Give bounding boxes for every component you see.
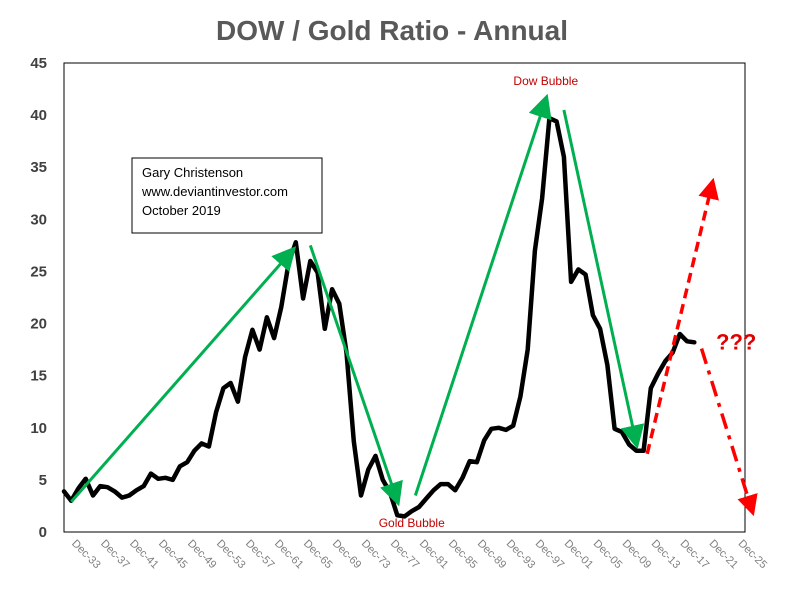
x-tick-label: Dec-25 [736, 538, 770, 572]
series-layer [61, 115, 697, 519]
forecast-arrow [645, 177, 719, 455]
x-tick-label: Dec-37 [98, 538, 132, 572]
x-tick-label: Dec-85 [446, 538, 480, 572]
x-tick-label: Dec-61 [272, 538, 306, 572]
y-tick-label: 5 [39, 472, 47, 489]
annotation-layer: Dow Bubble Gold Bubble??? [379, 74, 757, 530]
forecast-arrow [699, 348, 758, 517]
annotation-label: Dow Bubble [513, 74, 578, 88]
y-tick-label: 0 [39, 524, 47, 541]
info-box-website: www.deviantinvestor.com [141, 184, 288, 199]
chart-title: DOW / Gold Ratio - Annual [216, 15, 568, 46]
y-tick-label: 45 [30, 55, 47, 72]
trend-arrow [70, 246, 297, 503]
question-marks-label: ??? [716, 330, 756, 355]
y-tick-label: 15 [30, 368, 47, 385]
x-tick-label: Dec-13 [649, 538, 683, 572]
y-tick-label: 35 [30, 159, 47, 176]
arrow-layer [70, 93, 758, 517]
x-tick-label: Dec-09 [620, 538, 654, 572]
x-tick-label: Dec-89 [475, 538, 509, 572]
x-tick-label: Dec-05 [591, 538, 625, 572]
x-tick-label: Dec-21 [707, 538, 741, 572]
trend-arrow [308, 244, 403, 507]
plot-area-border [63, 62, 746, 533]
x-tick-label: Dec-97 [533, 538, 567, 572]
y-tick-label: 25 [30, 263, 47, 280]
x-tick-label: Dec-65 [301, 538, 335, 572]
y-axis-ticks: 0 5 10 15 20 25 30 35 40 45 [30, 55, 47, 541]
x-tick-label: Dec-49 [185, 538, 219, 572]
x-tick-label: Dec-81 [417, 538, 451, 572]
series-line [61, 115, 697, 519]
info-box-author: Gary Christenson [142, 165, 243, 180]
x-tick-label: Dec-33 [69, 538, 103, 572]
trend-arrow [413, 93, 552, 496]
x-tick-label: Dec-73 [359, 538, 393, 572]
y-tick-label: 10 [30, 420, 47, 437]
x-tick-label: Dec-53 [214, 538, 248, 572]
annotation-label: Gold Bubble [379, 516, 445, 530]
x-tick-label: Dec-41 [127, 538, 161, 572]
x-tick-label: Dec-45 [156, 538, 190, 572]
info-box: Gary Christenson www.deviantinvestor.com… [131, 157, 323, 234]
info-box-frame [131, 157, 323, 234]
y-tick-label: 20 [30, 316, 47, 333]
x-tick-label: Dec-01 [562, 538, 596, 572]
trend-arrow [562, 109, 645, 450]
y-tick-label: 30 [30, 211, 47, 228]
x-tick-label: Dec-17 [678, 538, 712, 572]
y-tick-label: 40 [30, 107, 47, 124]
x-axis-ticks: Dec-33Dec-37Dec-41Dec-45Dec-49Dec-53Dec-… [69, 538, 769, 572]
x-tick-label: Dec-93 [504, 538, 538, 572]
info-box-date: October 2019 [142, 203, 221, 218]
x-tick-label: Dec-69 [330, 538, 364, 572]
x-tick-label: Dec-77 [388, 538, 422, 572]
x-tick-label: Dec-57 [243, 538, 277, 572]
